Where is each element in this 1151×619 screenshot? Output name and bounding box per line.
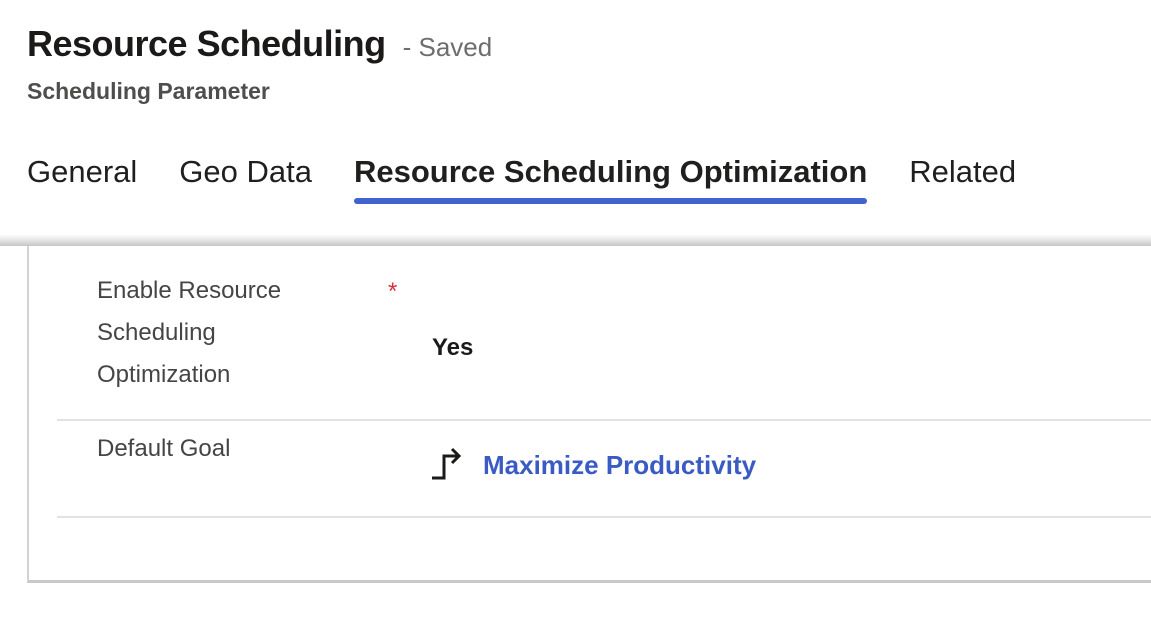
tab-label: Resource Scheduling Optimization bbox=[354, 154, 868, 189]
goal-elbow-arrow-icon[interactable] bbox=[429, 445, 467, 483]
header-divider bbox=[0, 234, 1151, 246]
tab-geo-data[interactable]: Geo Data bbox=[179, 154, 312, 189]
required-asterisk: * bbox=[388, 278, 398, 305]
default-goal-lookup-link[interactable]: Maximize Productivity bbox=[483, 450, 757, 480]
save-status-badge: - Saved bbox=[402, 32, 493, 62]
tab-resource-scheduling-optimization[interactable]: Resource Scheduling Optimization bbox=[354, 154, 868, 204]
field-row-divider bbox=[57, 419, 1151, 421]
page-title: Resource Scheduling bbox=[27, 23, 386, 64]
tab-related[interactable]: Related bbox=[909, 154, 1017, 189]
field-value-enable-rso[interactable]: Yes bbox=[432, 334, 474, 361]
field-label-enable-rso: Enable Resource Scheduling Optimization bbox=[97, 277, 282, 388]
field-label-default-goal: Default Goal bbox=[97, 435, 231, 462]
entity-subtitle: Scheduling Parameter bbox=[27, 78, 270, 104]
active-tab-underline bbox=[354, 198, 868, 204]
form-section-panel: Enable Resource Scheduling Optimization … bbox=[27, 246, 1151, 583]
field-row-divider bbox=[57, 516, 1151, 518]
title-row: Resource Scheduling - Saved bbox=[27, 22, 492, 66]
form-tab-bar: General Geo Data Resource Scheduling Opt… bbox=[27, 154, 1016, 204]
tab-general[interactable]: General bbox=[27, 154, 138, 189]
page-header: Resource Scheduling - Saved Scheduling P… bbox=[27, 22, 492, 104]
